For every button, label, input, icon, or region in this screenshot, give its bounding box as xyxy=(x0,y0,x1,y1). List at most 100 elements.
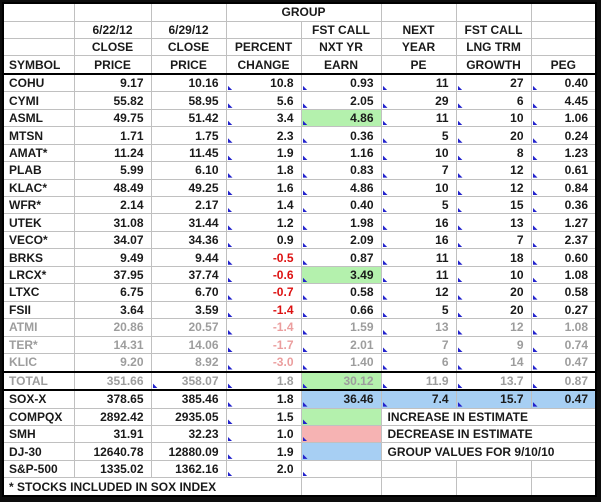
earn-cell[interactable]: 36.46 xyxy=(300,389,382,409)
symbol-cell[interactable]: LRCX* xyxy=(2,265,75,285)
earn-cell[interactable]: 2.09 xyxy=(300,230,382,250)
peg-cell[interactable] xyxy=(530,477,597,497)
symbol-cell[interactable]: UTEK xyxy=(2,213,75,232)
col-header[interactable]: PERCENT xyxy=(225,37,302,57)
col-header[interactable]: PE xyxy=(380,55,457,75)
percent-change-cell[interactable]: -0.6 xyxy=(225,265,302,285)
pe-cell[interactable] xyxy=(380,459,457,479)
pe-cell[interactable]: 11 xyxy=(380,73,457,93)
close-6-29-cell[interactable]: 9.44 xyxy=(150,248,227,267)
percent-change-cell[interactable]: 10.8 xyxy=(225,73,302,93)
footnote[interactable]: * STOCKS INCLUDED IN SOX INDEX xyxy=(2,477,302,497)
growth-cell[interactable]: 20 xyxy=(455,300,532,320)
peg-cell[interactable]: 1.08 xyxy=(530,318,597,337)
percent-change-cell[interactable]: -0.5 xyxy=(225,248,302,267)
close-6-29-cell[interactable]: 20.57 xyxy=(150,318,227,337)
col-header[interactable] xyxy=(150,2,227,22)
earn-cell[interactable]: 3.49 xyxy=(300,265,382,285)
pe-cell[interactable]: 10 xyxy=(380,143,457,163)
close-6-22-cell[interactable]: 9.17 xyxy=(73,73,152,93)
percent-change-cell[interactable]: 1.0 xyxy=(225,425,302,444)
pe-cell[interactable]: 13 xyxy=(380,318,457,337)
earn-cell[interactable]: 0.87 xyxy=(300,248,382,267)
percent-change-cell[interactable]: -0.7 xyxy=(225,283,302,302)
pe-cell[interactable]: 12 xyxy=(380,283,457,302)
percent-change-cell[interactable]: 5.6 xyxy=(225,91,302,110)
earn-cell[interactable]: 1.16 xyxy=(300,143,382,163)
close-6-29-cell[interactable]: 2.17 xyxy=(150,196,227,215)
close-6-22-cell[interactable]: 14.31 xyxy=(73,335,152,354)
close-6-22-cell[interactable]: 31.91 xyxy=(73,425,152,444)
growth-cell[interactable]: 12 xyxy=(455,318,532,337)
percent-change-cell[interactable]: 1.4 xyxy=(225,196,302,215)
close-6-22-cell[interactable]: 20.86 xyxy=(73,318,152,337)
earn-cell[interactable]: 0.93 xyxy=(300,73,382,93)
growth-cell[interactable]: 13 xyxy=(455,213,532,232)
earn-cell[interactable]: 4.86 xyxy=(300,108,382,128)
pe-cell[interactable]: 7 xyxy=(380,335,457,354)
col-header[interactable]: NXT YR xyxy=(300,37,382,57)
pe-cell[interactable]: 7.4 xyxy=(380,389,457,409)
symbol-cell[interactable]: KLIC xyxy=(2,352,75,373)
peg-cell[interactable]: 0.60 xyxy=(530,248,597,267)
symbol-cell[interactable]: SOX-X xyxy=(2,389,75,409)
close-6-29-cell[interactable]: 6.70 xyxy=(150,283,227,302)
peg-cell[interactable]: 0.40 xyxy=(530,73,597,93)
close-6-22-cell[interactable]: 34.07 xyxy=(73,230,152,250)
earn-cell[interactable]: 0.40 xyxy=(300,196,382,215)
percent-change-cell[interactable]: 1.5 xyxy=(225,407,302,427)
symbol-cell[interactable]: WFR* xyxy=(2,196,75,215)
percent-change-cell[interactable]: -3.0 xyxy=(225,352,302,373)
symbol-cell[interactable]: CYMI xyxy=(2,91,75,110)
earn-cell[interactable]: 0.66 xyxy=(300,300,382,320)
symbol-cell[interactable]: TER* xyxy=(2,335,75,354)
percent-change-cell[interactable]: 1.2 xyxy=(225,213,302,232)
growth-cell[interactable]: 20 xyxy=(455,283,532,302)
close-6-29-cell[interactable]: 8.92 xyxy=(150,352,227,373)
peg-cell[interactable]: 1.06 xyxy=(530,108,597,128)
close-6-29-cell[interactable]: 3.59 xyxy=(150,300,227,320)
pe-cell[interactable]: 29 xyxy=(380,91,457,110)
peg-cell[interactable]: 0.27 xyxy=(530,300,597,320)
close-6-22-cell[interactable]: 9.49 xyxy=(73,248,152,267)
close-6-29-cell[interactable]: 14.06 xyxy=(150,335,227,354)
peg-cell[interactable]: 0.84 xyxy=(530,178,597,198)
close-6-29-cell[interactable]: 11.45 xyxy=(150,143,227,163)
growth-cell[interactable] xyxy=(455,477,532,497)
symbol-cell[interactable]: AMAT* xyxy=(2,143,75,163)
growth-cell[interactable]: 10 xyxy=(455,265,532,285)
percent-change-cell[interactable]: 3.4 xyxy=(225,108,302,128)
growth-cell[interactable] xyxy=(455,459,532,479)
close-6-22-cell[interactable]: 5.99 xyxy=(73,161,152,180)
col-header[interactable] xyxy=(2,2,75,22)
col-header[interactable]: SYMBOL xyxy=(2,55,75,75)
percent-change-cell[interactable]: 1.6 xyxy=(225,178,302,198)
pe-cell[interactable]: 6 xyxy=(380,352,457,373)
growth-cell[interactable]: 6 xyxy=(455,91,532,110)
close-6-22-cell[interactable]: 31.08 xyxy=(73,213,152,232)
col-header[interactable] xyxy=(225,20,302,39)
growth-cell[interactable]: 12 xyxy=(455,178,532,198)
legend-label[interactable]: INCREASE IN ESTIMATE xyxy=(380,407,597,427)
close-6-22-cell[interactable]: 378.65 xyxy=(73,389,152,409)
symbol-cell[interactable]: ATMI xyxy=(2,318,75,337)
growth-cell[interactable]: 9 xyxy=(455,335,532,354)
col-header[interactable]: YEAR xyxy=(380,37,457,57)
close-6-22-cell[interactable]: 6.75 xyxy=(73,283,152,302)
col-header[interactable] xyxy=(73,2,152,22)
close-6-29-cell[interactable]: 10.16 xyxy=(150,73,227,93)
earn-cell[interactable]: 2.05 xyxy=(300,91,382,110)
growth-cell[interactable]: 7 xyxy=(455,230,532,250)
earn-cell[interactable]: 0.83 xyxy=(300,161,382,180)
earn-cell[interactable]: 2.01 xyxy=(300,335,382,354)
close-6-29-cell[interactable]: 385.46 xyxy=(150,389,227,409)
earn-cell[interactable]: 1.59 xyxy=(300,318,382,337)
peg-cell[interactable]: 0.47 xyxy=(530,389,597,409)
close-6-29-cell[interactable]: 58.95 xyxy=(150,91,227,110)
earn-cell[interactable]: 4.86 xyxy=(300,178,382,198)
symbol-cell[interactable]: LTXC xyxy=(2,283,75,302)
col-header[interactable]: CLOSE xyxy=(150,37,227,57)
symbol-cell[interactable]: TOTAL xyxy=(2,370,75,391)
peg-cell[interactable] xyxy=(530,459,597,479)
col-header[interactable]: CHANGE xyxy=(225,55,302,75)
